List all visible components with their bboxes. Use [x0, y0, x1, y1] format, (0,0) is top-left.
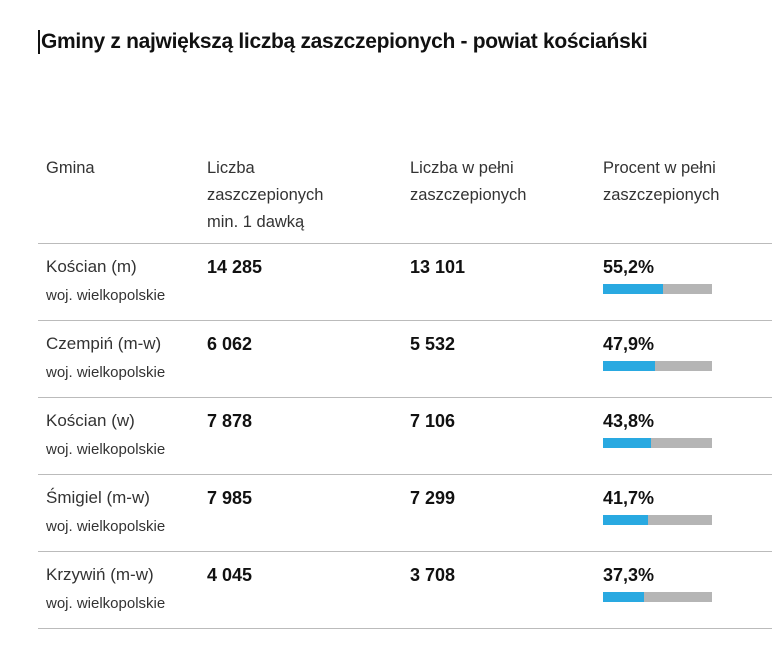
pct-bar-fill [603, 515, 649, 525]
min1-count: 4 045 [207, 565, 253, 585]
header-full: Liczba w pełni zaszczepionych [410, 159, 527, 204]
table-row: Kościan (m) woj. wielkopolskie 14 285 13… [38, 244, 772, 321]
table-row: Kościan (w) woj. wielkopolskie 7 878 7 1… [38, 398, 772, 475]
min1-count: 6 062 [207, 334, 253, 354]
pct-bar [603, 515, 712, 525]
header-gmina: Gmina [46, 159, 95, 177]
pct-bar [603, 284, 712, 294]
pct-bar [603, 592, 712, 602]
gmina-name: Kościan (w) [46, 411, 135, 430]
pct-bar [603, 361, 712, 371]
table-row: Śmigiel (m-w) woj. wielkopolskie 7 985 7… [38, 475, 772, 552]
full-count: 5 532 [410, 334, 456, 354]
header-pct: Procent w pełni zaszczepionych [603, 159, 720, 204]
pct-value: 55,2% [603, 257, 655, 277]
pct-bar-fill [603, 438, 651, 448]
gmina-region: woj. wielkopolskie [46, 518, 166, 535]
pct-value: 41,7% [603, 488, 655, 508]
pct-value: 37,3% [603, 565, 655, 585]
pct-value: 47,9% [603, 334, 655, 354]
pct-bar [603, 438, 712, 448]
pct-bar-fill [603, 361, 656, 371]
pct-bar-fill [603, 284, 664, 294]
min1-count: 14 285 [207, 257, 263, 277]
full-count: 7 106 [410, 411, 456, 431]
table-row: Krzywiń (m-w) woj. wielkopolskie 4 045 3… [38, 552, 772, 629]
min1-count: 7 878 [207, 411, 253, 431]
gmina-region: woj. wielkopolskie [46, 441, 166, 458]
full-count: 7 299 [410, 488, 456, 508]
pct-bar-fill [603, 592, 644, 602]
gmina-name: Śmigiel (m-w) [46, 488, 150, 507]
gmina-name: Kościan (m) [46, 257, 137, 276]
full-count: 13 101 [410, 257, 466, 277]
gmina-region: woj. wielkopolskie [46, 595, 166, 612]
gmina-name: Czempiń (m-w) [46, 334, 162, 353]
header-min1: Liczba zaszczepionych min. 1 dawką [207, 159, 324, 231]
gmina-name: Krzywiń (m-w) [46, 565, 154, 584]
page-title: Gminy z największą liczbą zaszczepionych… [38, 30, 648, 54]
vaccination-table: Gmina Liczba zaszczepionych min. 1 dawką L… [38, 155, 772, 629]
pct-value: 43,8% [603, 411, 655, 431]
table-row: Czempiń (m-w) woj. wielkopolskie 6 062 5… [38, 321, 772, 398]
full-count: 3 708 [410, 565, 456, 585]
gmina-region: woj. wielkopolskie [46, 287, 166, 304]
min1-count: 7 985 [207, 488, 253, 508]
table-header: Gmina Liczba zaszczepionych min. 1 dawką L… [38, 155, 772, 244]
gmina-region: woj. wielkopolskie [46, 364, 166, 381]
